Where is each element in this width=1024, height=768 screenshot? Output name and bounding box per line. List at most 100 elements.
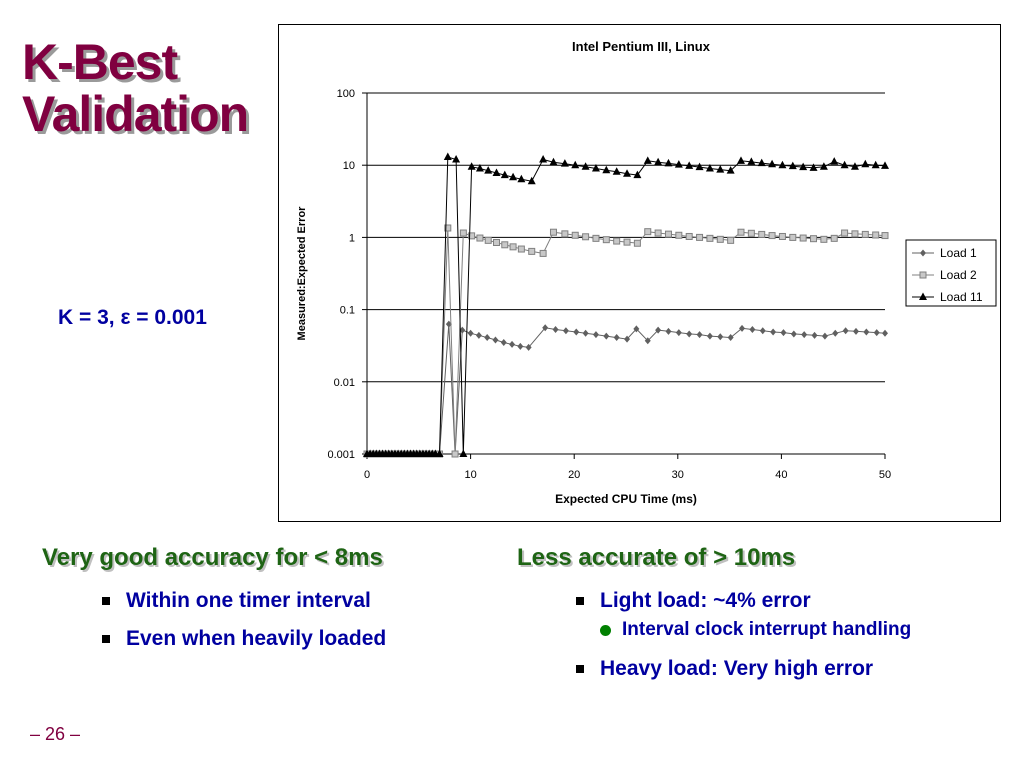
data-point-load-1	[445, 320, 452, 328]
data-point-load-11	[591, 164, 600, 172]
data-point-load-2	[592, 234, 600, 242]
data-point-load-1	[727, 334, 734, 342]
right-sub-bullet: Interval clock interrupt handling	[600, 616, 954, 644]
data-point-load-1	[542, 324, 549, 332]
data-point-load-11	[861, 159, 870, 168]
data-point-load-1	[882, 329, 888, 337]
data-point-load-11	[517, 174, 526, 183]
data-point-load-1	[852, 327, 859, 335]
data-point-load-1	[739, 324, 746, 332]
legend-label-load-2: Load 2	[940, 268, 977, 282]
data-point-load-11	[452, 154, 461, 163]
data-point-load-2	[747, 229, 755, 237]
data-point-load-1	[517, 342, 524, 350]
x-tick-label: 40	[775, 469, 787, 481]
data-point-load-2	[664, 230, 672, 238]
data-point-load-1	[633, 325, 640, 333]
data-point-load-1	[665, 327, 672, 335]
data-point-load-1	[717, 333, 724, 341]
data-point-load-2	[851, 230, 859, 238]
chart-title: Intel Pentium III, Linux	[572, 39, 711, 54]
data-point-load-11	[623, 169, 632, 177]
data-point-load-2	[468, 232, 476, 240]
right-sub-bullet-text: Interval clock interrupt handling	[622, 619, 912, 640]
data-point-load-11	[602, 165, 611, 174]
left-column-heading: Very good accuracy for < 8ms	[42, 544, 383, 571]
legend-label-load-1: Load 1	[940, 246, 977, 260]
data-point-load-2	[716, 235, 724, 243]
data-point-load-2	[872, 231, 880, 239]
data-point-load-1	[696, 331, 703, 339]
data-point-load-11	[633, 170, 642, 179]
data-point-load-2	[501, 241, 509, 249]
data-point-load-11	[467, 162, 476, 170]
data-point-load-11	[435, 449, 444, 457]
data-point-load-2	[484, 236, 492, 244]
data-point-load-2	[675, 231, 683, 239]
data-point-load-2	[799, 234, 807, 242]
data-point-load-11	[799, 162, 808, 171]
data-point-load-11	[747, 157, 756, 165]
legend-marker-load-1	[920, 249, 926, 257]
data-point-load-1	[613, 334, 620, 342]
data-point-load-2	[602, 236, 610, 244]
data-point-load-1	[525, 343, 532, 351]
data-point-load-11	[705, 164, 714, 172]
left-bullet-list: Within one timer interval Even when heav…	[100, 588, 386, 664]
right-bullet-1: Light load: ~4% error Interval clock int…	[574, 588, 954, 644]
data-point-load-11	[830, 157, 839, 165]
data-point-load-1	[492, 336, 499, 344]
data-point-load-1	[592, 331, 599, 339]
data-point-load-11	[736, 156, 745, 164]
series-line-load-1	[367, 324, 886, 455]
data-point-load-11	[695, 162, 704, 171]
data-point-load-2	[644, 228, 652, 236]
data-point-load-1	[644, 337, 651, 345]
y-tick-label: 0.001	[327, 449, 355, 461]
data-point-load-2	[841, 229, 849, 237]
data-point-load-1	[552, 326, 559, 334]
data-point-load-11	[726, 166, 735, 174]
right-bullet-2-text: Heavy load: Very high error	[600, 657, 874, 680]
data-point-load-11	[484, 166, 493, 174]
data-point-load-2	[444, 224, 452, 232]
data-point-load-2	[459, 229, 467, 237]
legend-marker-load-2	[919, 271, 927, 279]
data-point-load-11	[549, 157, 558, 166]
data-point-load-11	[850, 162, 859, 170]
parameter-label: K = 3, ε = 0.001	[58, 306, 207, 329]
slide-title: K-Best Validation	[22, 34, 249, 142]
data-point-load-2	[633, 239, 641, 247]
data-point-load-11	[475, 164, 484, 172]
data-point-load-11	[654, 157, 663, 166]
data-point-load-2	[539, 249, 547, 257]
data-point-load-2	[696, 233, 704, 241]
data-point-load-1	[686, 330, 693, 338]
square-bullet-icon	[102, 635, 110, 643]
data-point-load-11	[612, 167, 621, 175]
slide-title-line1: K-Best	[22, 34, 178, 90]
y-tick-label: 10	[343, 160, 355, 172]
data-point-load-11	[539, 154, 548, 163]
data-point-load-2	[778, 232, 786, 240]
data-point-load-1	[790, 330, 797, 338]
y-tick-label: 0.1	[340, 305, 355, 317]
data-point-load-2	[737, 228, 745, 236]
data-point-load-1	[500, 339, 507, 347]
legend-label-load-11: Load 11	[940, 290, 983, 304]
data-point-load-1	[832, 329, 839, 337]
data-point-load-1	[675, 329, 682, 337]
data-point-load-11	[443, 152, 452, 160]
data-point-load-1	[863, 328, 870, 336]
y-axis-label: Measured:Expected Error	[296, 206, 308, 341]
data-point-load-1	[780, 329, 787, 337]
data-point-load-2	[861, 230, 869, 238]
data-point-load-1	[706, 332, 713, 340]
data-point-load-2	[685, 232, 693, 240]
data-point-load-11	[768, 159, 777, 168]
data-point-load-1	[484, 334, 491, 342]
data-point-load-2	[528, 247, 536, 255]
data-point-load-11	[509, 172, 518, 181]
slide-title-line2: Validation	[22, 86, 249, 142]
data-point-load-2	[654, 229, 662, 237]
